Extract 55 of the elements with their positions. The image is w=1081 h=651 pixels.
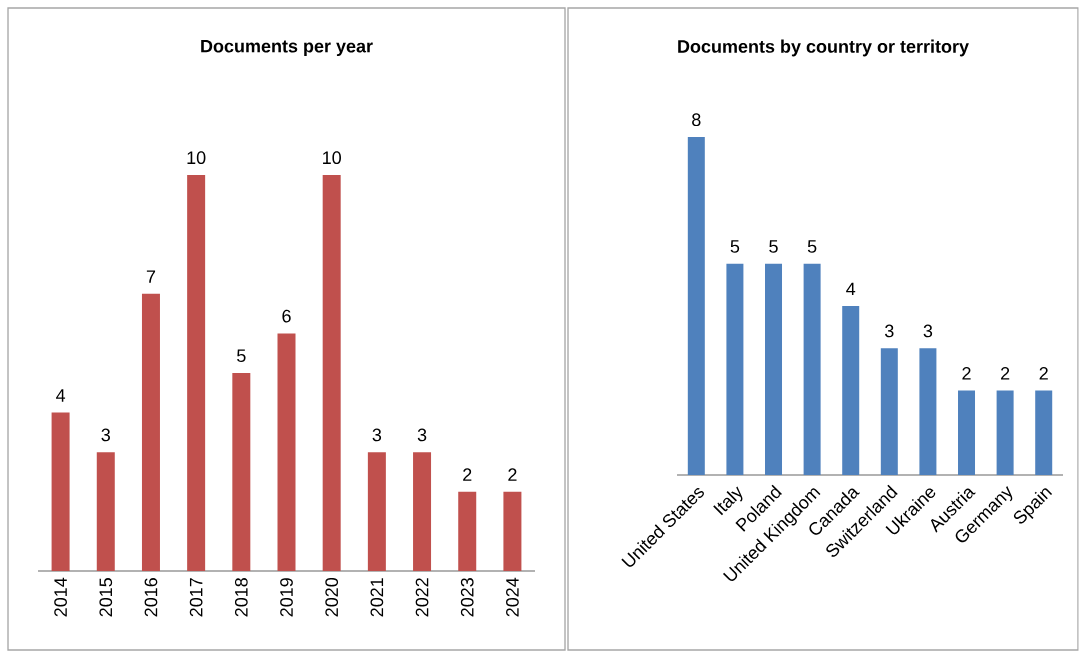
x-tick-label: 2016 <box>144 578 158 617</box>
x-tick-label: 2024 <box>506 577 519 617</box>
bar <box>187 175 206 571</box>
bar <box>51 412 70 571</box>
bar <box>996 390 1014 475</box>
data-label: 3 <box>923 324 933 338</box>
chart-title: Documents by country or territory <box>678 39 969 57</box>
bar <box>277 333 296 571</box>
bar <box>367 452 386 571</box>
chart-title: Documents per year <box>201 39 373 57</box>
bar <box>958 390 976 475</box>
bar <box>141 293 160 571</box>
data-label: 7 <box>146 270 156 283</box>
bar <box>726 263 744 475</box>
data-label: 5 <box>730 240 740 253</box>
x-tick-label: 2020 <box>325 577 339 617</box>
data-label: 8 <box>692 113 701 127</box>
bar <box>232 373 251 571</box>
data-label: 5 <box>807 240 817 253</box>
data-label: 2 <box>1039 367 1048 380</box>
bar <box>96 452 115 571</box>
bar <box>765 263 783 475</box>
data-label: 2 <box>508 468 517 481</box>
data-label: 4 <box>56 389 66 402</box>
data-label: 3 <box>372 428 382 442</box>
data-label: 10 <box>187 151 206 165</box>
bar <box>687 137 705 475</box>
data-label: 2 <box>463 468 472 481</box>
bar <box>322 175 341 571</box>
x-tick-label: 2019 <box>280 578 293 617</box>
x-tick-label: 2015 <box>99 578 113 617</box>
bar <box>413 452 432 571</box>
data-label: 3 <box>885 324 894 338</box>
x-tick-label: 2018 <box>234 578 248 617</box>
bar <box>842 306 860 475</box>
data-label: 10 <box>323 151 341 165</box>
x-tick-label: 2014 <box>54 577 67 617</box>
bar <box>503 491 522 571</box>
x-tick-label: 2017 <box>189 578 203 617</box>
bar <box>880 348 898 475</box>
data-label: 6 <box>282 309 291 323</box>
x-tick-label: 2022 <box>415 578 429 617</box>
data-label: 3 <box>101 428 110 442</box>
data-label: 2 <box>1001 367 1010 380</box>
data-label: 5 <box>769 240 778 253</box>
bar <box>919 348 937 475</box>
data-label: 3 <box>417 428 427 442</box>
data-label: 5 <box>237 349 246 363</box>
bar <box>803 263 821 475</box>
data-label: 2 <box>962 367 971 380</box>
x-tick-label: 2021 <box>370 578 384 617</box>
data-label: 4 <box>846 282 856 296</box>
x-tick-label: 2023 <box>460 578 474 617</box>
bar <box>1035 390 1053 475</box>
bar <box>458 491 477 571</box>
